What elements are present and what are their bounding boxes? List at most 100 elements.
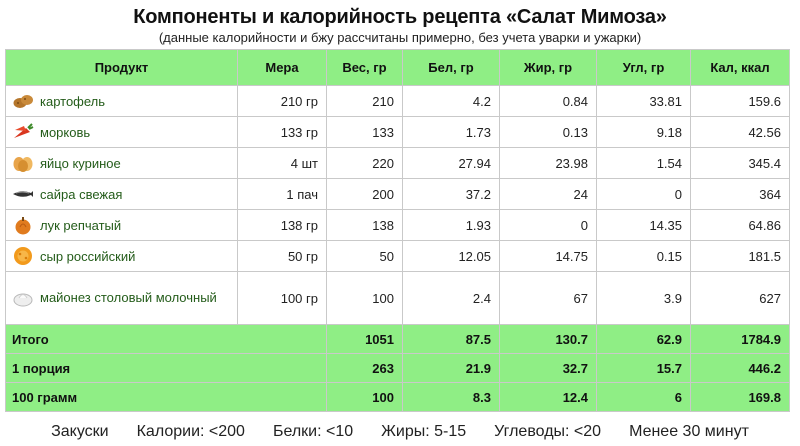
carbs-cell: 0 — [596, 178, 691, 210]
table-row: сайра свежая 1 пач 200 37.2 24 0 364 — [5, 178, 790, 210]
product-cell: яйцо куриное — [5, 147, 238, 179]
weight-cell: 220 — [326, 147, 403, 179]
per-100g-label: 100 грамм — [5, 382, 327, 412]
potato-icon — [12, 91, 34, 111]
protein-cell: 21.9 — [402, 353, 500, 383]
tag-time[interactable]: Менее 30 минут — [629, 423, 749, 440]
tag-protein[interactable]: Белки: <10 — [272, 423, 354, 440]
tag-fat[interactable]: Жиры: 5-15 — [381, 423, 467, 440]
weight-cell: 138 — [326, 209, 403, 241]
weight-cell: 100 — [326, 271, 403, 325]
table-row: лук репчатый 138 гр 138 1.93 0 14.35 64.… — [5, 209, 790, 241]
recipe-tags: Закуски Калории: <200 Белки: <10 Жиры: 5… — [0, 423, 800, 443]
weight-cell: 100 — [326, 382, 403, 412]
product-cell: лук репчатый — [5, 209, 238, 241]
carbs-cell: 6 — [596, 382, 691, 412]
fat-cell: 0.84 — [499, 85, 597, 117]
table-header-row: Продукт Мера Вес, гр Бел, гр Жир, гр Угл… — [5, 49, 790, 86]
carbs-cell: 33.81 — [596, 85, 691, 117]
measure-cell: 138 гр — [237, 209, 327, 241]
measure-cell: 4 шт — [237, 147, 327, 179]
fat-cell: 23.98 — [499, 147, 597, 179]
table-row: морковь 133 гр 133 1.73 0.13 9.18 42.56 — [5, 116, 790, 148]
egg-icon — [12, 153, 34, 173]
fat-cell: 24 — [499, 178, 597, 210]
protein-cell: 2.4 — [402, 271, 500, 325]
portion-label: 1 порция — [5, 353, 327, 383]
product-cell: морковь — [5, 116, 238, 148]
measure-cell: 210 гр — [237, 85, 327, 117]
nutrition-table: Продукт Мера Вес, гр Бел, гр Жир, гр Угл… — [5, 49, 790, 412]
weight-cell: 263 — [326, 353, 403, 383]
fat-cell: 32.7 — [499, 353, 597, 383]
column-header: Жир, гр — [499, 49, 597, 86]
measure-cell: 50 гр — [237, 240, 327, 272]
carbs-cell: 1.54 — [596, 147, 691, 179]
product-cell: картофель — [5, 85, 238, 117]
calories-cell: 345.4 — [690, 147, 790, 179]
measure-cell: 133 гр — [237, 116, 327, 148]
carbs-cell: 14.35 — [596, 209, 691, 241]
table-row: яйцо куриное 4 шт 220 27.94 23.98 1.54 3… — [5, 147, 790, 179]
portion-row: 1 порция 263 21.9 32.7 15.7 446.2 — [5, 353, 790, 383]
carbs-cell: 0.15 — [596, 240, 691, 272]
product-name: морковь — [40, 124, 91, 140]
product-name: сыр российский — [40, 248, 136, 264]
measure-cell: 100 гр — [237, 271, 327, 325]
weight-cell: 50 — [326, 240, 403, 272]
protein-cell: 1.73 — [402, 116, 500, 148]
calories-cell: 446.2 — [690, 353, 790, 383]
table-row: сыр российский 50 гр 50 12.05 14.75 0.15… — [5, 240, 790, 272]
column-header: Кал, ккал — [690, 49, 790, 86]
carrot-icon — [12, 122, 34, 142]
calories-cell: 64.86 — [690, 209, 790, 241]
calories-cell: 159.6 — [690, 85, 790, 117]
per-100g-row: 100 грамм 100 8.3 12.4 6 169.8 — [5, 382, 790, 412]
tag-category[interactable]: Закуски — [51, 423, 109, 440]
weight-cell: 1051 — [326, 324, 403, 354]
carbs-cell: 9.18 — [596, 116, 691, 148]
calories-cell: 181.5 — [690, 240, 790, 272]
carbs-cell: 3.9 — [596, 271, 691, 325]
product-name: картофель — [40, 93, 106, 109]
calories-cell: 627 — [690, 271, 790, 325]
tag-calories[interactable]: Калории: <200 — [136, 423, 245, 440]
product-name: сайра свежая — [40, 186, 123, 202]
carbs-cell: 15.7 — [596, 353, 691, 383]
product-name: майонез столовый молочный — [40, 290, 217, 305]
fat-cell: 130.7 — [499, 324, 597, 354]
fat-cell: 0.13 — [499, 116, 597, 148]
fat-cell: 67 — [499, 271, 597, 325]
calories-cell: 1784.9 — [690, 324, 790, 354]
measure-cell: 1 пач — [237, 178, 327, 210]
onion-icon — [12, 215, 34, 235]
protein-cell: 4.2 — [402, 85, 500, 117]
column-header: Вес, гр — [326, 49, 403, 86]
fat-cell: 14.75 — [499, 240, 597, 272]
column-header: Мера — [237, 49, 327, 86]
total-label: Итого — [5, 324, 327, 354]
product-cell: майонез столовый молочный — [5, 271, 238, 325]
weight-cell: 200 — [326, 178, 403, 210]
table-row: майонез столовый молочный 100 гр 100 2.4… — [5, 271, 790, 325]
protein-cell: 1.93 — [402, 209, 500, 241]
calories-cell: 42.56 — [690, 116, 790, 148]
calories-cell: 169.8 — [690, 382, 790, 412]
product-cell: сайра свежая — [5, 178, 238, 210]
page-title: Компоненты и калорийность рецепта «Салат… — [133, 6, 667, 28]
product-cell: сыр российский — [5, 240, 238, 272]
table-row: картофель 210 гр 210 4.2 0.84 33.81 159.… — [5, 85, 790, 117]
product-name: яйцо куриное — [40, 155, 121, 171]
fat-cell: 12.4 — [499, 382, 597, 412]
product-name: лук репчатый — [40, 217, 122, 233]
weight-cell: 133 — [326, 116, 403, 148]
calories-cell: 364 — [690, 178, 790, 210]
fish-icon — [12, 184, 34, 204]
page-subtitle: (данные калорийности и бжу рассчитаны пр… — [158, 30, 642, 45]
protein-cell: 8.3 — [402, 382, 500, 412]
column-header: Угл, гр — [596, 49, 691, 86]
cheese-icon — [12, 246, 34, 266]
tag-carbs[interactable]: Углеводы: <20 — [494, 423, 602, 440]
column-header: Продукт — [5, 49, 238, 86]
weight-cell: 210 — [326, 85, 403, 117]
